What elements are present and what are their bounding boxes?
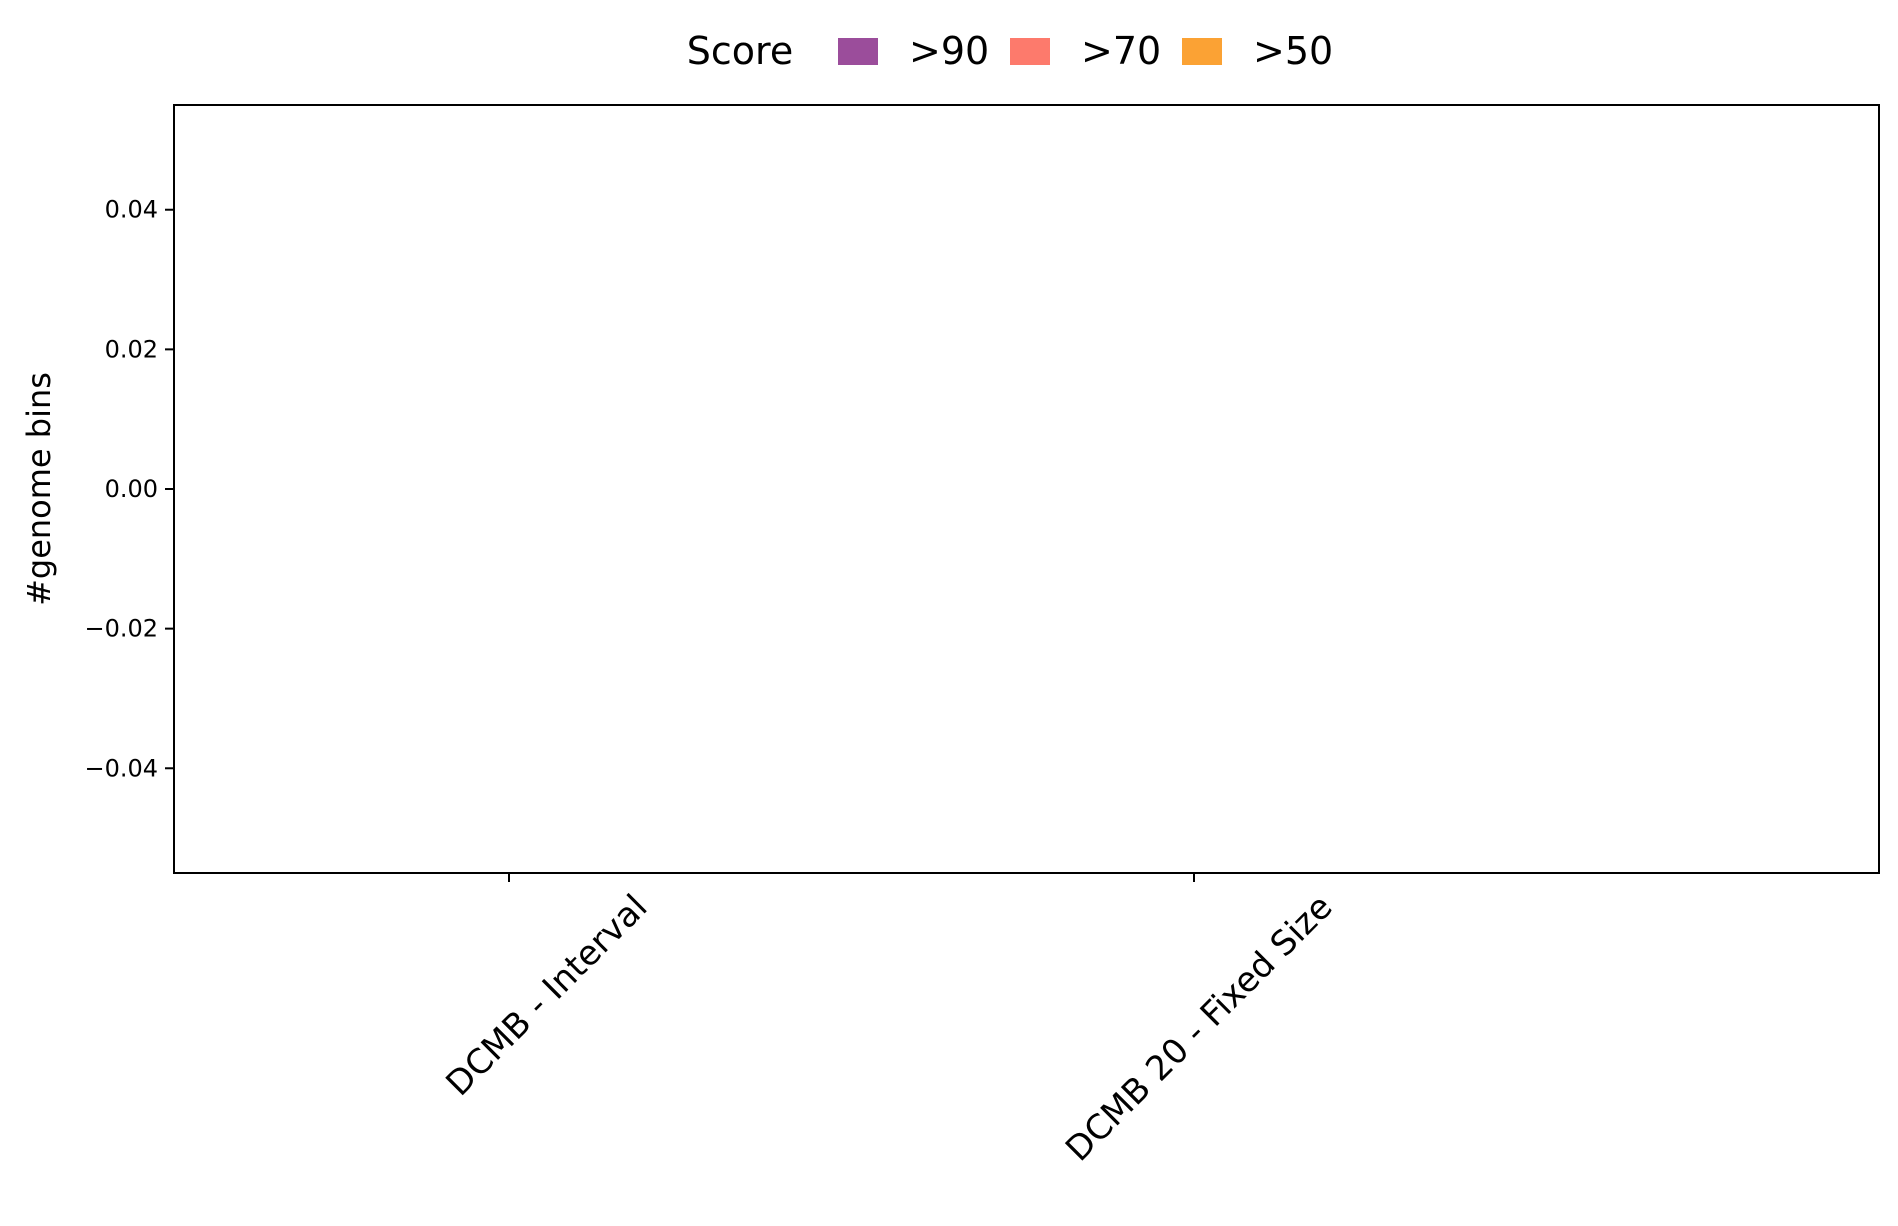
x-axis: DCMB - Interval DCMB 20 - Fixed Size (439, 873, 1340, 1169)
y-tick-label: −0.02 (84, 615, 158, 643)
y-axis: 0.04 0.02 0.00 −0.02 −0.04 (84, 196, 174, 782)
y-tick-label: −0.04 (84, 754, 158, 782)
legend-label-gt70: >70 (1081, 29, 1161, 73)
legend-label-gt50: >50 (1253, 29, 1333, 73)
legend: Score >90 >70 >50 (687, 29, 1333, 73)
plot-area-frame (173, 104, 1880, 874)
x-tick-label: DCMB - Interval (439, 887, 656, 1104)
legend-swatch-gt90 (838, 38, 878, 65)
legend-swatch-gt50 (1182, 38, 1222, 65)
y-tick-label: 0.00 (105, 475, 158, 503)
legend-swatch-gt70 (1010, 38, 1050, 65)
legend-title: Score (687, 29, 793, 73)
legend-label-gt90: >90 (909, 29, 989, 73)
y-axis-label: #genome bins (20, 372, 58, 606)
y-tick-label: 0.04 (105, 196, 158, 224)
x-tick-label: DCMB 20 - Fixed Size (1058, 887, 1340, 1169)
y-tick-label: 0.02 (105, 335, 158, 363)
